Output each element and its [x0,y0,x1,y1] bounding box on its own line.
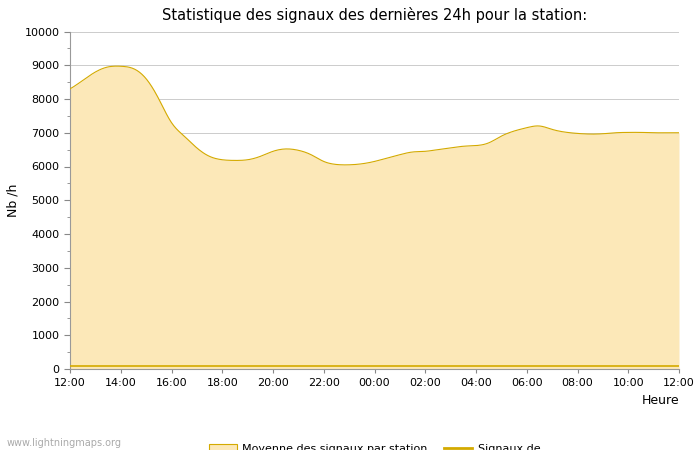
Title: Statistique des signaux des dernières 24h pour la station:: Statistique des signaux des dernières 24… [162,7,587,23]
Text: www.lightningmaps.org: www.lightningmaps.org [7,438,122,448]
Y-axis label: Nb /h: Nb /h [6,184,19,217]
X-axis label: Heure: Heure [641,394,679,407]
Legend: Moyenne des signaux par station, Signaux de: Moyenne des signaux par station, Signaux… [204,439,545,450]
